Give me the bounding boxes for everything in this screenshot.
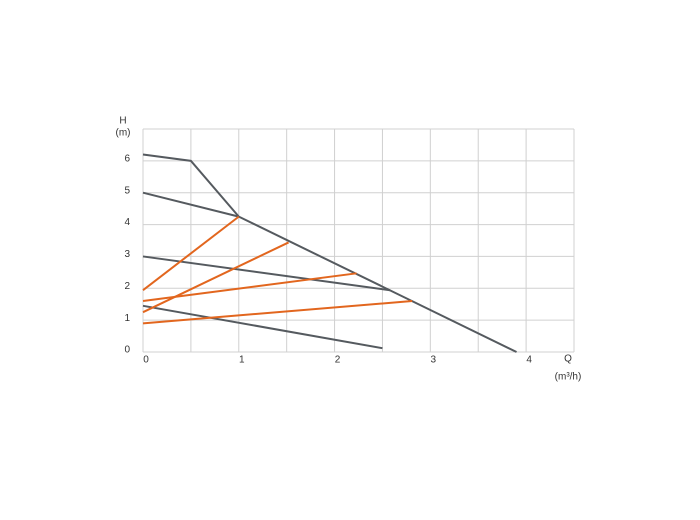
curve: [142, 215, 240, 291]
y-tick-label: 0: [124, 345, 130, 356]
x-tick-label: 0: [143, 355, 149, 366]
curve: [142, 153, 517, 353]
y-axis-label: H: [119, 116, 126, 127]
y-tick-label: 4: [124, 217, 130, 228]
y-tick-label: 5: [124, 185, 130, 196]
y-tick-label: 2: [124, 281, 130, 292]
curve: [142, 191, 240, 218]
y-axis-unit: (m): [116, 128, 131, 139]
y-tick-label: 6: [124, 153, 130, 164]
curve: [142, 255, 391, 292]
x-tick-label: 1: [239, 355, 245, 366]
x-tick-label: 2: [335, 355, 341, 366]
x-tick-label: 4: [526, 355, 532, 366]
x-tick-label: 3: [431, 355, 437, 366]
y-tick-label: 1: [124, 313, 130, 324]
curve: [142, 300, 413, 325]
curve: [142, 272, 357, 303]
curve: [142, 304, 383, 350]
y-tick-label: 3: [124, 249, 130, 260]
x-axis-label: Q: [564, 354, 572, 365]
curve: [142, 241, 290, 314]
x-axis-unit: (m³/h): [555, 372, 582, 383]
